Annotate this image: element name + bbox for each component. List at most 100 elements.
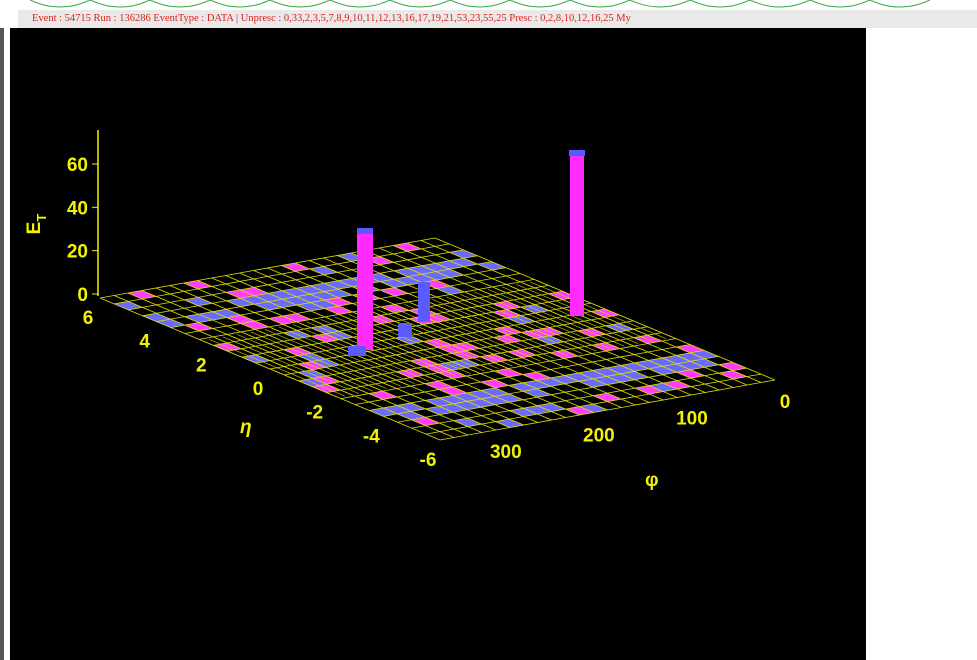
grid-line	[201, 340, 339, 398]
cell	[282, 296, 311, 306]
cell	[324, 297, 353, 306]
cell	[495, 393, 524, 403]
cell	[127, 290, 157, 299]
cell	[436, 286, 465, 295]
cell	[368, 391, 397, 400]
left-edge	[0, 28, 4, 660]
cell	[142, 313, 171, 322]
cell	[226, 315, 255, 324]
cell	[114, 301, 143, 310]
grid-line	[439, 297, 576, 356]
grid-line	[250, 331, 387, 389]
cell	[634, 360, 663, 369]
cell	[508, 382, 537, 392]
grid-line	[257, 330, 394, 388]
cell	[324, 289, 353, 298]
cell	[411, 417, 440, 426]
cell	[536, 377, 565, 387]
cell	[198, 311, 227, 321]
grid-line	[278, 326, 415, 384]
cell	[676, 352, 705, 362]
cell	[564, 372, 593, 382]
grid-line	[369, 310, 506, 368]
cell	[425, 397, 454, 407]
cell	[676, 369, 705, 379]
tower-cap	[357, 228, 373, 234]
eta-tick-label: -2	[306, 403, 323, 424]
phi-tick-label: 0	[780, 392, 791, 413]
cell	[407, 265, 436, 275]
cell	[662, 380, 692, 390]
cell	[635, 385, 664, 395]
cell	[324, 306, 353, 315]
cell	[593, 393, 622, 402]
cell	[467, 398, 496, 408]
grid-line	[474, 291, 611, 349]
cell	[268, 290, 297, 300]
cell	[380, 279, 409, 288]
grid-line	[446, 296, 583, 354]
cell	[565, 406, 594, 415]
cell	[480, 387, 509, 397]
cell	[369, 407, 398, 417]
cell	[537, 403, 566, 412]
cell	[310, 291, 339, 301]
cell	[578, 378, 607, 388]
grid-line	[264, 329, 401, 387]
top-arcs	[29, 0, 931, 8]
cell	[494, 368, 523, 377]
plane	[99, 237, 776, 441]
cell	[522, 388, 552, 398]
eta-tick-label: 4	[139, 332, 150, 353]
cell	[425, 406, 454, 415]
eta-tick-label: -4	[363, 426, 380, 447]
grid-line	[243, 332, 380, 391]
cell	[240, 321, 269, 330]
cell	[254, 301, 283, 311]
phi-tick-label: 300	[490, 442, 522, 463]
phi-tick-label: 200	[583, 425, 615, 446]
grid-line	[313, 320, 450, 378]
cell	[550, 375, 579, 384]
cell	[648, 366, 677, 375]
grid-line	[306, 321, 443, 379]
cell	[397, 411, 426, 420]
cell	[226, 298, 255, 307]
grid-line	[327, 317, 464, 376]
z-axis-label: ET	[24, 214, 49, 235]
cell	[254, 293, 283, 302]
grid-line	[425, 300, 562, 358]
eta-tick-label: 2	[196, 355, 207, 376]
cell	[648, 357, 677, 367]
cell	[439, 403, 468, 413]
cell	[606, 373, 635, 383]
cell	[421, 271, 450, 281]
eta-tick-label: 6	[83, 308, 94, 329]
grid-line	[222, 336, 360, 394]
cell	[509, 408, 538, 417]
cell	[676, 361, 705, 370]
cell	[393, 268, 422, 277]
cell	[393, 276, 423, 286]
cell	[578, 370, 607, 379]
tower	[398, 323, 412, 337]
grid-line	[522, 282, 660, 341]
grid-line	[439, 379, 776, 441]
grid-line	[355, 312, 492, 371]
z-label-main: E	[24, 222, 45, 235]
cell	[310, 283, 339, 292]
cell	[156, 319, 185, 328]
grid-line	[215, 337, 353, 396]
cell	[268, 316, 297, 325]
cell	[183, 280, 212, 289]
grid-line	[376, 309, 513, 367]
cell	[438, 387, 467, 396]
cell	[718, 370, 747, 380]
towers	[348, 150, 585, 356]
z-tick-label: 60	[67, 155, 88, 176]
grid-line	[320, 319, 457, 377]
grid-line	[229, 335, 367, 393]
cell	[481, 396, 510, 405]
eta-tick-label: -6	[420, 450, 437, 471]
grid-line	[488, 289, 625, 347]
